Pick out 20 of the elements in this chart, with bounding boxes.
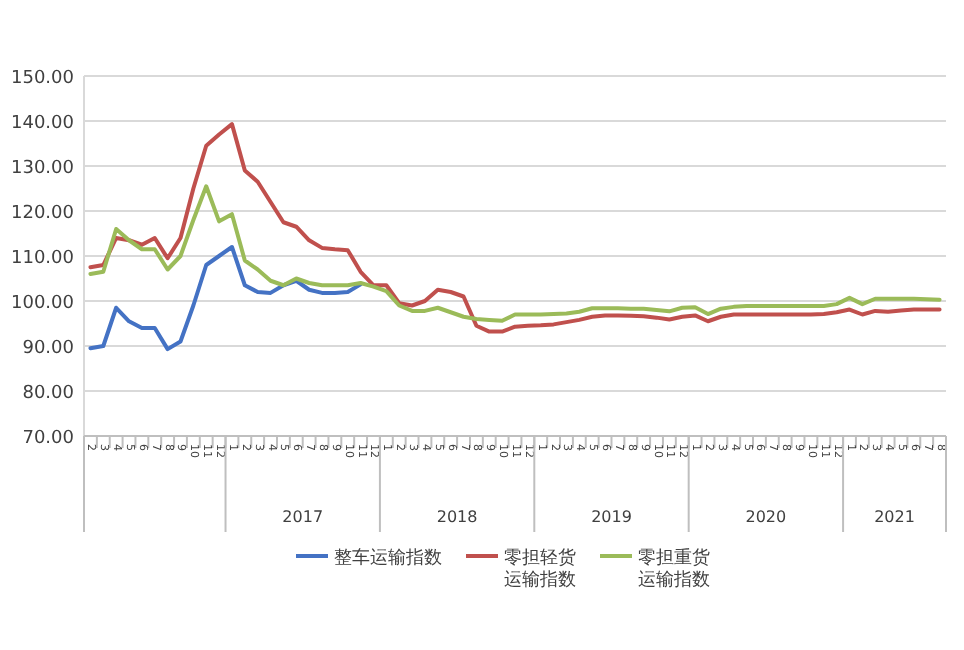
- line-series: [88, 245, 363, 352]
- text: 2017: [282, 508, 324, 526]
- y-tick-label: 70.00: [22, 429, 75, 449]
- y-tick-label: 90.00: [22, 339, 75, 359]
- y-tick-label: 110.00: [11, 249, 75, 269]
- text: 2021: [874, 508, 915, 526]
- y-tick-label: 150.00: [11, 69, 75, 89]
- y-tick-label: 80.00: [22, 384, 75, 404]
- legend-label: 整车运输指数: [334, 547, 442, 569]
- y-tick-label: 100.00: [11, 294, 75, 314]
- text: 2020: [745, 508, 787, 526]
- y-tick-label: 120.00: [11, 204, 75, 224]
- text: 2018: [436, 508, 478, 526]
- line-series: [88, 184, 942, 323]
- y-tick-label: 140.00: [11, 114, 75, 134]
- legend-label: 零担轻货运输指数: [504, 547, 576, 591]
- y-tick-label: 130.00: [11, 159, 75, 179]
- text: 2019: [591, 508, 632, 526]
- line-series: [88, 122, 942, 334]
- legend-label: 零担重货运输指数: [638, 547, 710, 591]
